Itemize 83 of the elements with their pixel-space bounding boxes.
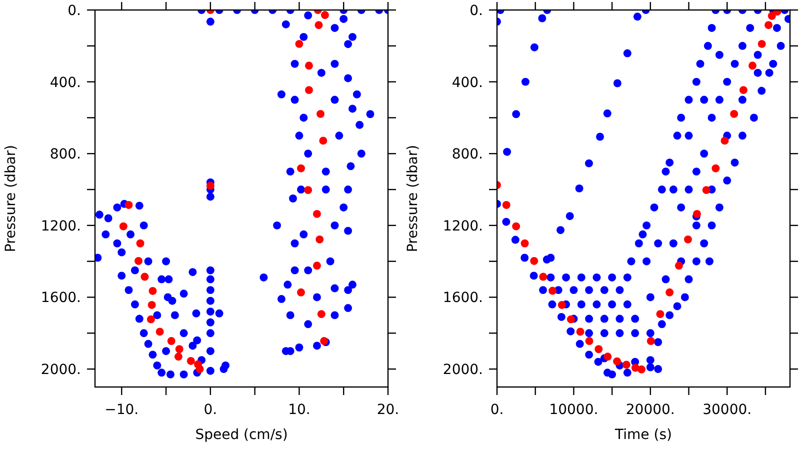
point <box>297 288 305 296</box>
point <box>146 315 155 324</box>
y-tick-label: 1200. <box>442 218 483 234</box>
x-tick-label: 20000. <box>626 402 675 418</box>
y-tick-label: 400. <box>50 74 81 91</box>
point <box>304 86 313 94</box>
point <box>748 62 756 70</box>
x-tick-label: 20. <box>376 402 400 418</box>
point <box>304 62 313 70</box>
y-axis-title: Pressure (dbar) <box>3 144 19 252</box>
point <box>512 222 520 230</box>
y-tick-label: 800. <box>50 146 81 163</box>
point <box>558 300 566 309</box>
y-tick-label: 800. <box>452 146 483 163</box>
point <box>320 11 329 20</box>
point <box>148 300 156 309</box>
y-axis-title: Pressure (dbar) <box>405 144 421 252</box>
point <box>206 182 214 190</box>
point <box>295 40 304 48</box>
point <box>758 40 766 48</box>
y-tick-label: 2000. <box>442 362 483 378</box>
point <box>148 286 157 295</box>
point <box>124 200 133 209</box>
point <box>576 328 584 336</box>
point <box>175 345 184 354</box>
point <box>319 136 328 145</box>
x-tick-label: 10000. <box>549 402 598 418</box>
point <box>622 360 630 369</box>
point <box>656 310 664 318</box>
y-tick-label: 0. <box>68 3 81 19</box>
point <box>739 86 748 94</box>
x-axis-title: Speed (cm/s) <box>195 427 288 443</box>
point <box>684 235 692 244</box>
point <box>520 239 529 248</box>
point <box>530 256 538 265</box>
point <box>638 365 646 374</box>
point <box>768 12 776 20</box>
point <box>136 239 144 248</box>
point <box>167 337 176 346</box>
point <box>712 164 720 172</box>
x-tick-label: −10. <box>104 402 139 418</box>
x-tick-label: 0. <box>204 402 218 418</box>
point <box>720 136 729 145</box>
point <box>140 272 149 281</box>
x-tick-label: 30000. <box>702 402 752 418</box>
point <box>196 365 204 374</box>
point <box>764 21 773 30</box>
point <box>613 357 622 366</box>
point <box>134 256 142 265</box>
x-tick-label: 0. <box>490 402 504 418</box>
point <box>316 235 324 244</box>
y-tick-label: 400. <box>452 74 483 91</box>
point <box>186 356 195 365</box>
point <box>174 352 182 361</box>
point <box>304 186 312 194</box>
y-tick-label: 1200. <box>40 218 81 234</box>
point <box>730 110 738 118</box>
y-tick-label: 2000. <box>40 362 81 378</box>
point <box>119 222 128 230</box>
y-tick-label: 1600. <box>40 290 81 306</box>
point <box>666 288 674 296</box>
point <box>316 110 325 118</box>
x-axis-title: Time (s) <box>614 427 672 443</box>
point <box>312 262 321 270</box>
point <box>502 200 510 209</box>
point <box>585 337 594 346</box>
x-tick-label: 10. <box>288 402 310 418</box>
point <box>314 21 323 30</box>
point <box>539 272 548 281</box>
point <box>594 345 603 354</box>
point <box>312 210 321 218</box>
point <box>674 262 683 270</box>
point <box>692 210 701 218</box>
y-tick-label: 1600. <box>442 290 483 306</box>
point <box>702 186 710 194</box>
point <box>297 164 305 172</box>
point <box>566 315 575 324</box>
point <box>548 286 557 295</box>
point <box>317 310 326 318</box>
point <box>646 337 655 346</box>
y-tick-label: 0. <box>470 3 483 19</box>
point <box>604 352 612 361</box>
point <box>156 328 164 336</box>
